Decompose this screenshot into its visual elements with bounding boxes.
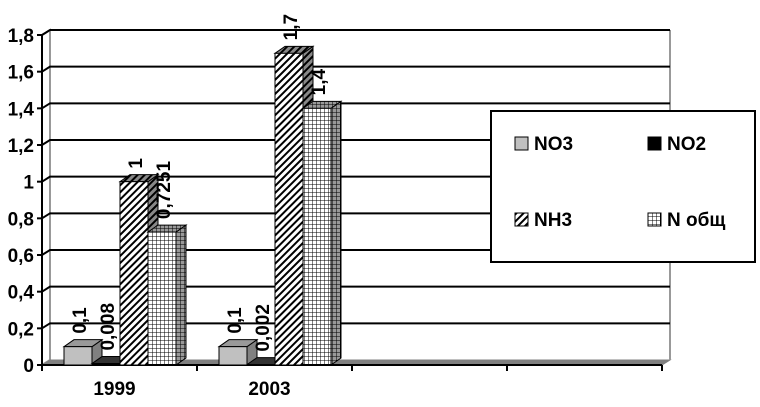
bar-n-общ-2003 — [301, 100, 343, 366]
side-wall — [41, 28, 51, 367]
data-label: 1,4 — [309, 68, 330, 95]
data-label: 0,002 — [253, 304, 274, 352]
y-tick-label: 0,6 — [8, 246, 34, 267]
legend-label: N общ — [667, 210, 725, 231]
gridline — [41, 175, 670, 183]
legend: NO3 NO2 NH3 N общ — [490, 110, 756, 263]
data-label: 1 — [126, 158, 147, 169]
gridline — [41, 29, 670, 36]
bar-no3-1999 — [62, 338, 104, 366]
legend-swatch — [647, 212, 662, 227]
x-tick-label: 2003 — [248, 379, 290, 400]
y-tick-label: 1,6 — [8, 63, 34, 84]
gridline — [41, 102, 670, 110]
legend-swatch — [514, 212, 529, 227]
y-tick-label: 1,2 — [8, 136, 34, 157]
data-label: 1,7 — [281, 14, 302, 40]
y-tick-label: 0 — [23, 356, 34, 377]
legend-swatch — [514, 136, 529, 151]
x-tick-label: 1999 — [93, 379, 135, 400]
y-tick-label: 0,4 — [8, 283, 35, 304]
data-label: 0,1 — [70, 307, 91, 334]
gridline — [41, 285, 670, 293]
y-tick-label: 1 — [23, 173, 34, 194]
legend-label: NO3 — [534, 134, 573, 155]
y-tick-label: 1,4 — [8, 99, 35, 120]
gridline — [41, 322, 670, 330]
bar-no3-2003 — [217, 338, 259, 366]
data-label: 0,7251 — [154, 161, 175, 220]
gridline — [41, 139, 670, 146]
gridline — [41, 65, 670, 73]
legend-swatch — [647, 136, 662, 151]
data-label: 0,008 — [98, 303, 119, 351]
bar-n-общ-1999 — [146, 224, 188, 366]
gridline — [41, 249, 670, 256]
legend-label: NO2 — [667, 134, 706, 155]
data-label: 0,1 — [225, 307, 246, 334]
y-tick-label: 1,8 — [8, 26, 34, 47]
legend-label: NH3 — [534, 210, 572, 231]
legend-box — [490, 110, 756, 263]
y-tick-label: 0,2 — [8, 319, 34, 340]
gridline — [41, 212, 670, 220]
y-tick-label: 0,8 — [8, 209, 34, 230]
